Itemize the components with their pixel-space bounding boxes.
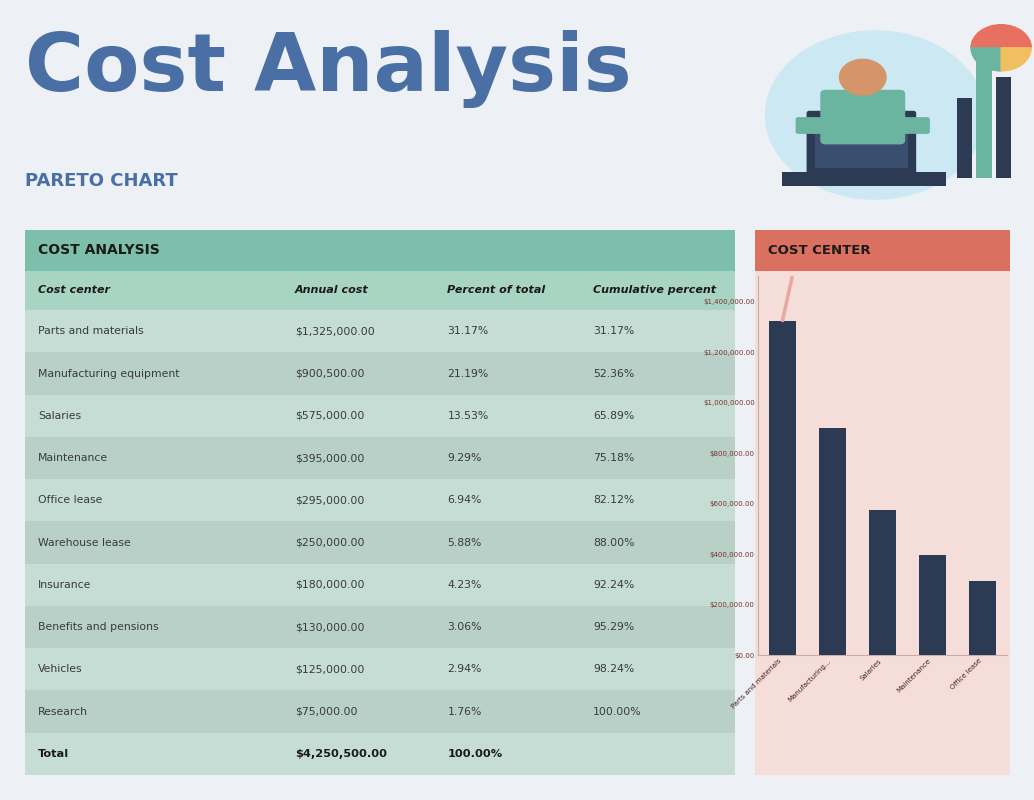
Text: 95.29%: 95.29% xyxy=(594,622,634,632)
FancyBboxPatch shape xyxy=(782,172,946,186)
Text: Cost Analysis: Cost Analysis xyxy=(25,30,632,108)
Text: $250,000.00: $250,000.00 xyxy=(295,538,364,547)
Bar xyxy=(769,321,796,655)
Text: 82.12%: 82.12% xyxy=(594,495,634,506)
Circle shape xyxy=(765,31,984,199)
Text: 4.23%: 4.23% xyxy=(448,580,482,590)
Text: Cost center: Cost center xyxy=(38,286,110,295)
Text: Manufacturing equipment: Manufacturing equipment xyxy=(38,369,179,378)
Text: 100.00%: 100.00% xyxy=(448,749,503,759)
FancyBboxPatch shape xyxy=(755,230,1010,775)
Text: $180,000.00: $180,000.00 xyxy=(295,580,364,590)
Text: Research: Research xyxy=(38,706,88,717)
Text: Benefits and pensions: Benefits and pensions xyxy=(38,622,158,632)
Text: Maintenance: Maintenance xyxy=(38,453,108,463)
Text: Vehicles: Vehicles xyxy=(38,664,83,674)
FancyBboxPatch shape xyxy=(795,117,834,134)
Text: 3.06%: 3.06% xyxy=(448,622,482,632)
FancyBboxPatch shape xyxy=(891,117,930,134)
Text: Insurance: Insurance xyxy=(38,580,91,590)
FancyBboxPatch shape xyxy=(25,437,735,479)
FancyBboxPatch shape xyxy=(957,98,972,178)
Text: Office lease: Office lease xyxy=(38,495,102,506)
Bar xyxy=(819,428,846,655)
Bar xyxy=(919,555,946,655)
Text: 52.36%: 52.36% xyxy=(594,369,634,378)
Text: 6.94%: 6.94% xyxy=(448,495,482,506)
Text: 75.18%: 75.18% xyxy=(594,453,634,463)
FancyBboxPatch shape xyxy=(976,52,992,178)
FancyBboxPatch shape xyxy=(25,230,735,271)
Text: Total: Total xyxy=(38,749,69,759)
FancyBboxPatch shape xyxy=(25,479,735,522)
Text: Cumulative percent: Cumulative percent xyxy=(594,286,717,295)
FancyBboxPatch shape xyxy=(815,117,908,167)
Text: 5.88%: 5.88% xyxy=(448,538,482,547)
FancyBboxPatch shape xyxy=(25,394,735,437)
Text: 1.76%: 1.76% xyxy=(448,706,482,717)
FancyBboxPatch shape xyxy=(25,271,735,310)
FancyBboxPatch shape xyxy=(25,733,735,775)
Text: $295,000.00: $295,000.00 xyxy=(295,495,364,506)
Wedge shape xyxy=(971,25,1031,48)
FancyBboxPatch shape xyxy=(807,110,916,174)
Text: COST ANALYSIS: COST ANALYSIS xyxy=(38,243,159,258)
FancyBboxPatch shape xyxy=(996,78,1010,178)
Wedge shape xyxy=(1001,48,1031,71)
FancyBboxPatch shape xyxy=(25,648,735,690)
Wedge shape xyxy=(971,48,1001,71)
Text: 88.00%: 88.00% xyxy=(594,538,635,547)
Text: COST CENTER: COST CENTER xyxy=(768,244,871,257)
Bar xyxy=(969,581,996,655)
Text: Salaries: Salaries xyxy=(38,410,81,421)
Text: $130,000.00: $130,000.00 xyxy=(295,622,364,632)
Text: 13.53%: 13.53% xyxy=(448,410,489,421)
FancyBboxPatch shape xyxy=(25,606,735,648)
Text: 31.17%: 31.17% xyxy=(448,326,489,336)
FancyBboxPatch shape xyxy=(820,90,905,144)
FancyBboxPatch shape xyxy=(25,522,735,564)
Text: PARETO CHART: PARETO CHART xyxy=(25,172,178,190)
Text: 100.00%: 100.00% xyxy=(594,706,642,717)
Text: $1,325,000.00: $1,325,000.00 xyxy=(295,326,374,336)
FancyBboxPatch shape xyxy=(25,690,735,733)
Text: 98.24%: 98.24% xyxy=(594,664,634,674)
Text: $575,000.00: $575,000.00 xyxy=(295,410,364,421)
Text: 31.17%: 31.17% xyxy=(594,326,634,336)
FancyBboxPatch shape xyxy=(25,310,735,352)
Text: 92.24%: 92.24% xyxy=(594,580,634,590)
Circle shape xyxy=(840,59,886,95)
Text: $395,000.00: $395,000.00 xyxy=(295,453,364,463)
Text: 21.19%: 21.19% xyxy=(448,369,489,378)
Text: 2.94%: 2.94% xyxy=(448,664,482,674)
Text: $4,250,500.00: $4,250,500.00 xyxy=(295,749,387,759)
FancyBboxPatch shape xyxy=(25,352,735,394)
Text: $75,000.00: $75,000.00 xyxy=(295,706,358,717)
Text: 65.89%: 65.89% xyxy=(594,410,634,421)
Text: $900,500.00: $900,500.00 xyxy=(295,369,364,378)
Text: Parts and materials: Parts and materials xyxy=(38,326,144,336)
FancyBboxPatch shape xyxy=(25,564,735,606)
Bar xyxy=(869,510,896,655)
Text: Annual cost: Annual cost xyxy=(295,286,368,295)
Text: Percent of total: Percent of total xyxy=(448,286,546,295)
FancyBboxPatch shape xyxy=(755,230,1010,271)
Text: $125,000.00: $125,000.00 xyxy=(295,664,364,674)
Text: Warehouse lease: Warehouse lease xyxy=(38,538,130,547)
Text: 9.29%: 9.29% xyxy=(448,453,482,463)
